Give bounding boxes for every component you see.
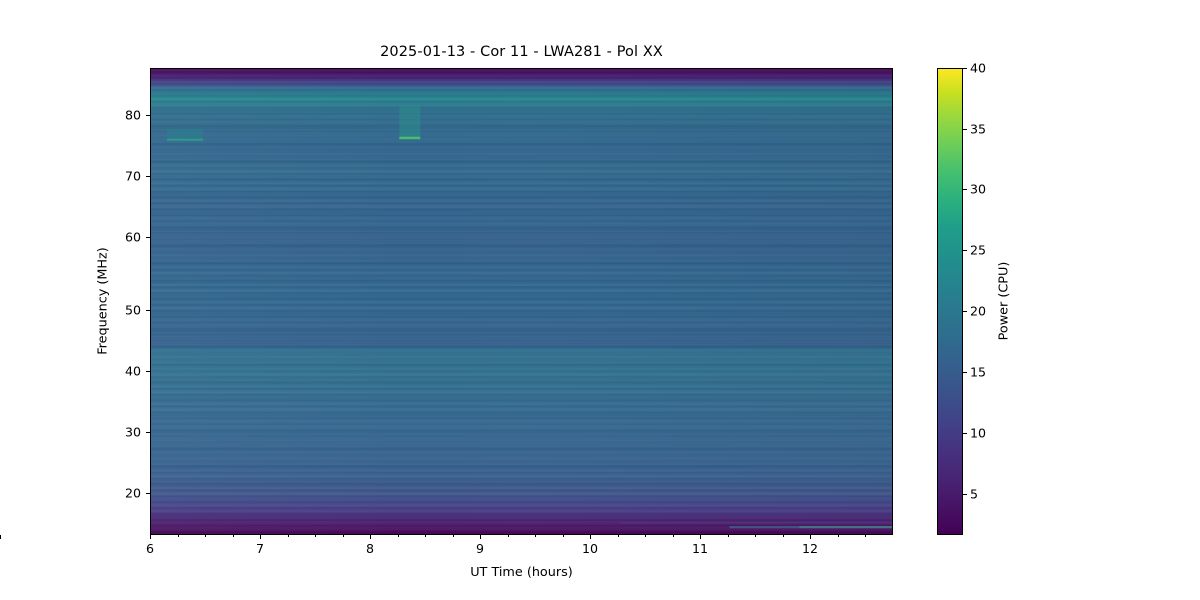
- cbtick-40: [963, 68, 967, 69]
- xtick-minor: [617, 535, 619, 538]
- x-axis-label: UT Time (hours): [470, 565, 573, 580]
- cbtick-30: [963, 189, 967, 190]
- cbticklabel-1: 10: [970, 425, 987, 441]
- xtick-minor: [315, 535, 316, 538]
- xtick-12: [810, 535, 811, 539]
- xtick-6: [150, 535, 151, 539]
- xtick-10: [590, 535, 591, 539]
- xtick-minor: [562, 535, 564, 538]
- cbticklabel-6: 35: [970, 121, 987, 136]
- colorbar-gradient: [938, 69, 962, 534]
- cbtick-15: [963, 372, 967, 373]
- cbticklabel-7: 40: [970, 60, 987, 76]
- xtick-minor: [837, 535, 839, 538]
- xtick-minor: [672, 535, 674, 538]
- cbtick-25: [963, 250, 967, 251]
- plot-title: 2025-01-13 - Cor 11 - LWA281 - Pol XX: [380, 44, 663, 60]
- cbticklabel-3: 20: [970, 303, 987, 319]
- xtick-minor: [342, 535, 344, 538]
- low-band-streak: [619, 522, 892, 529]
- yticklabel-5: 70: [124, 168, 141, 184]
- xticklabel-0: 6: [145, 541, 155, 556]
- xtick-minor: [287, 535, 289, 538]
- yticklabel-1: 30: [124, 424, 141, 440]
- ytick-20: [146, 493, 150, 494]
- colorbar-label: Power (CPU): [996, 261, 1012, 341]
- xtick-minor: [507, 535, 509, 538]
- xtick-minor: [232, 535, 234, 538]
- rfi-artifact-2: [399, 105, 421, 140]
- xticklabel-6: 12: [801, 541, 819, 556]
- xtick-minor: [865, 535, 866, 538]
- yticklabel-3: 50: [124, 302, 141, 318]
- xtick-minor: [205, 535, 206, 538]
- xticklabel-3: 9: [475, 541, 485, 556]
- xtick-9: [480, 535, 481, 539]
- xticklabel-1: 7: [255, 541, 265, 556]
- xticklabel-4: 10: [581, 541, 599, 556]
- spectrogram-image: [151, 69, 892, 534]
- yticklabel-4: 60: [124, 229, 141, 245]
- xtick-minor: [782, 535, 784, 538]
- xtick-minor: [645, 535, 646, 538]
- xtick-minor: [535, 535, 536, 538]
- xtick-minor: [755, 535, 756, 538]
- xtick-minor: [425, 535, 426, 538]
- xtick-11: [700, 535, 701, 539]
- ytick-50: [146, 310, 150, 311]
- cbticklabel-2: 15: [970, 364, 987, 380]
- xticklabel-2: 8: [365, 541, 375, 556]
- xtick-minor: [727, 535, 729, 538]
- ytick-30: [146, 432, 150, 433]
- spectrogram-axes[interactable]: [150, 68, 893, 535]
- cbtick-20: [963, 311, 967, 312]
- cbtick-5: [963, 494, 967, 495]
- cbticklabel-5: 30: [970, 181, 987, 197]
- yticklabel-2: 40: [124, 363, 141, 379]
- ytick-70: [146, 176, 150, 177]
- yticklabel-0: 20: [124, 485, 141, 501]
- cbticklabel-4: 25: [970, 242, 987, 258]
- rfi-artifact-1: [166, 128, 203, 141]
- ytick-60: [146, 237, 150, 238]
- cbtick-10: [963, 433, 967, 434]
- xtick-minor: [177, 535, 179, 538]
- xtick-minor: [397, 535, 399, 538]
- xtick-minor: [452, 535, 454, 538]
- ytick-40: [146, 371, 150, 372]
- xticklabel-5: 11: [691, 541, 709, 556]
- ytick-80: [146, 115, 150, 116]
- yticklabel-6: 80: [124, 107, 141, 123]
- y-axis-label: Frequency (MHz): [95, 247, 111, 355]
- colorbar[interactable]: [937, 68, 963, 535]
- cbtick-35: [963, 128, 967, 130]
- cbticklabel-0: 5: [970, 486, 979, 502]
- xtick-8: [370, 535, 371, 539]
- xtick-spacer: [0, 535, 1, 539]
- xtick-7: [260, 535, 261, 539]
